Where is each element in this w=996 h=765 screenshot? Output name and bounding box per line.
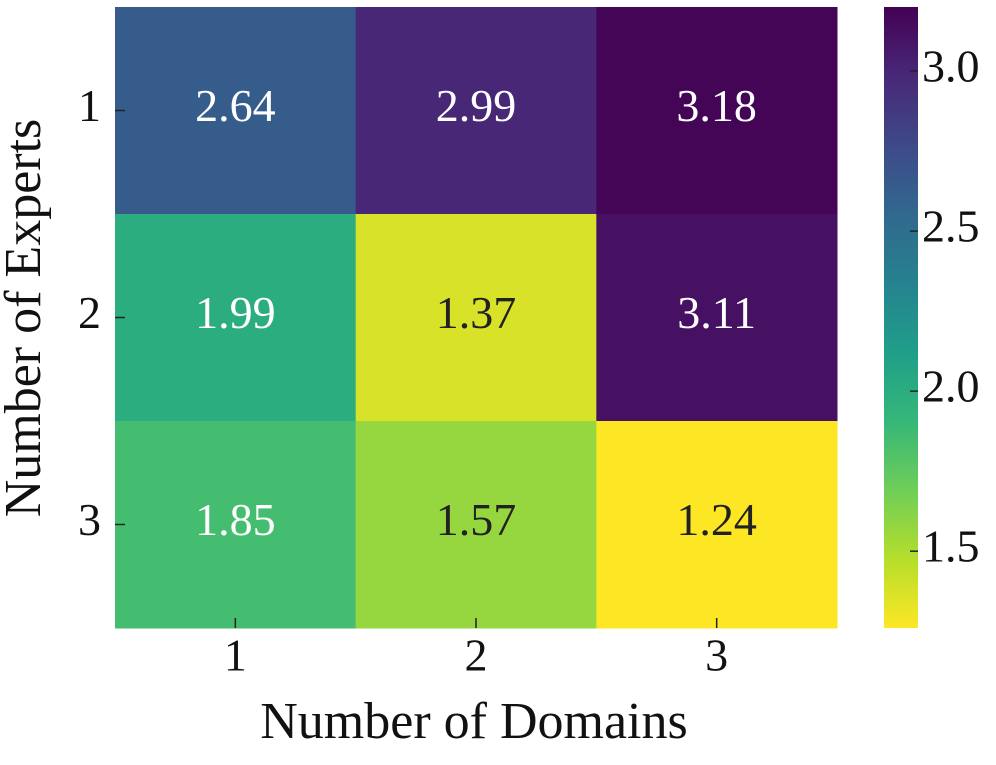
cell-label: 1.37 — [436, 287, 517, 338]
cell-label: 1.85 — [195, 494, 276, 545]
cell-label: 1.57 — [436, 494, 517, 545]
x-tick-label: 3 — [705, 630, 728, 681]
colorbar-tick-label: 1.5 — [922, 521, 980, 572]
x-axis-label: Number of Domains — [260, 693, 687, 750]
colorbar-tick-label: 2.0 — [922, 361, 980, 412]
colorbar-tick-label: 2.5 — [922, 201, 980, 252]
heatmap-cell — [355, 421, 597, 629]
heatmap-cell — [596, 421, 838, 629]
cell-label: 2.64 — [195, 80, 276, 131]
colorbar-tick-label: 3.0 — [922, 41, 980, 92]
heatmap-cell — [115, 214, 357, 422]
heatmap-cell — [596, 7, 838, 215]
y-axis-label: Number of Experts — [0, 119, 52, 518]
heatmap-cell — [355, 214, 597, 422]
cell-label: 3.18 — [676, 80, 757, 131]
x-tick-label: 1 — [224, 630, 247, 681]
y-tick-label: 1 — [78, 80, 101, 131]
heatmap-cell — [596, 214, 838, 422]
y-tick-label: 2 — [78, 287, 101, 338]
cell-label: 2.99 — [436, 80, 517, 131]
cell-label: 1.99 — [195, 287, 276, 338]
x-tick-label: 2 — [465, 630, 488, 681]
cell-label: 1.24 — [676, 494, 757, 545]
heatmap-cell — [115, 421, 357, 629]
heatmap-cell — [115, 7, 357, 215]
cell-label: 3.11 — [677, 287, 756, 338]
colorbar — [884, 7, 918, 628]
heatmap-cell — [355, 7, 597, 215]
y-tick-label: 3 — [78, 494, 101, 545]
